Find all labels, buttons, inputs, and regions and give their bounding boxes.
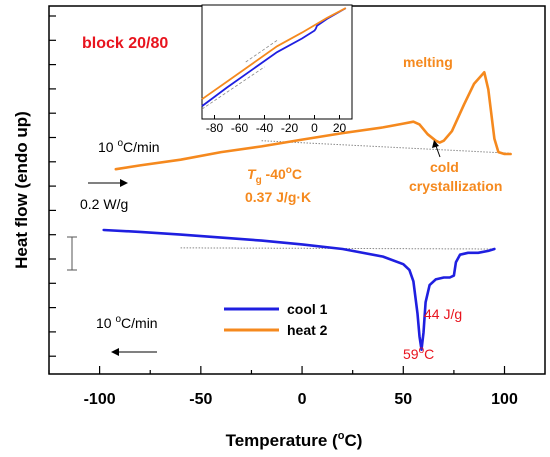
melting-label: melting <box>403 54 453 70</box>
cold-crystallization-label-line2: crystallization <box>409 178 502 194</box>
chart-title: block 20/80 <box>82 35 168 52</box>
enthalpy-label: 44 J/g <box>424 306 462 322</box>
inset-x-tick-label: -40 <box>256 121 274 135</box>
inset-lines <box>201 7 347 110</box>
series-line-heat-2 <box>114 71 512 171</box>
x-axis-label: Temperature (oC) <box>226 430 363 450</box>
y-axis-label: Heat flow (endo up) <box>12 111 31 269</box>
inset-x-tick-label: 20 <box>333 121 347 135</box>
y-axis-ticks <box>49 15 56 357</box>
x-tick-label: 50 <box>394 391 412 408</box>
cold-crystallization-arrow <box>432 140 441 158</box>
tg-label: Tg -40oC <box>247 165 302 186</box>
inset-x-tick-label: -80 <box>206 121 224 135</box>
inset-tangent <box>245 40 278 63</box>
inset-frame <box>201 4 353 120</box>
inset-x-tick-label: -20 <box>281 121 299 135</box>
cooling-arrow <box>111 348 157 356</box>
series-lines <box>102 71 512 351</box>
x-axis-ticks: -100 -50 0 50 100 <box>48 366 518 408</box>
scale-bar-label: 0.2 W/g <box>80 196 128 212</box>
inset-x-tick-label: 0 <box>311 121 318 135</box>
x-tick-label: -100 <box>84 391 116 408</box>
heating-arrow <box>88 179 128 187</box>
legend-label-cool-1: cool 1 <box>287 301 328 317</box>
x-tick-label: -50 <box>189 391 212 408</box>
x-tick-label: 100 <box>491 391 518 408</box>
inset-tangent <box>201 66 265 110</box>
inset-x-tick-label: -60 <box>231 121 249 135</box>
inset-line-cool <box>201 7 347 107</box>
heating-rate-label: 10 oC/min <box>98 138 160 155</box>
inset-x-ticks: -80 -60 -40 -20 0 20 <box>206 115 347 135</box>
x-tick-label: 0 <box>298 391 307 408</box>
inset-line-heat <box>201 7 347 100</box>
cooling-rate-label: 10 oC/min <box>96 314 158 331</box>
cold-crystallization-label-line1: cold <box>430 159 459 175</box>
series-line-cool-1 <box>102 228 496 351</box>
inset-panel: -80 -60 -40 -20 0 20 <box>201 4 353 135</box>
legend: cool 1 heat 2 <box>224 301 328 338</box>
scale-bar <box>67 236 77 271</box>
baselines <box>180 140 511 250</box>
cp-label: 0.37 J/g·K <box>245 189 311 205</box>
baseline-heat-2 <box>261 140 511 154</box>
peak-temp-label: 59oC <box>403 345 434 362</box>
legend-label-heat-2: heat 2 <box>287 322 328 338</box>
